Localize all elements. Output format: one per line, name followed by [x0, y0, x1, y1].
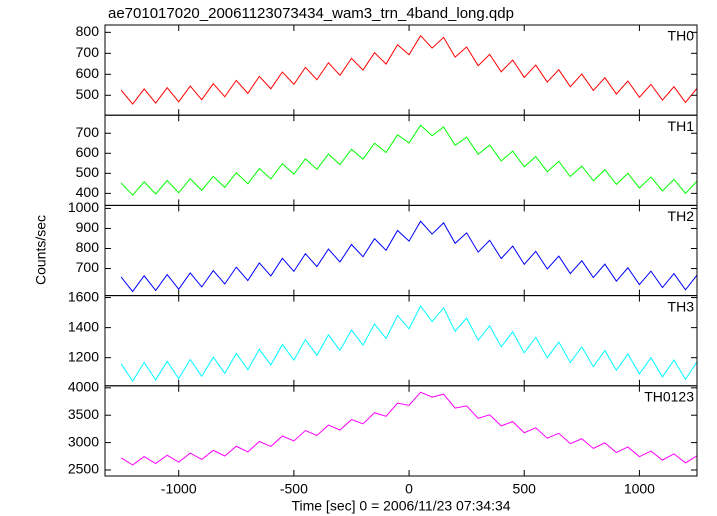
x-axis-label: Time [sec] 0 = 2006/11/23 07:34:34 — [291, 498, 510, 514]
x-tick-label: 0 — [405, 481, 413, 497]
y-tick-label: 1400 — [68, 318, 99, 334]
panel-label: TH1 — [668, 118, 695, 134]
x-tick-label: 500 — [513, 481, 537, 497]
y-tick-label: 500 — [76, 86, 100, 102]
data-line — [120, 305, 697, 383]
x-tick-label: 1000 — [624, 481, 655, 497]
y-tick-label: 2500 — [68, 461, 99, 477]
data-line — [120, 34, 697, 105]
panel-frame — [104, 114, 698, 206]
x-tick-label: -1000 — [161, 481, 197, 497]
y-tick-label: 400 — [76, 184, 100, 200]
y-tick-label: 1000 — [68, 199, 99, 215]
y-tick-label: 500 — [76, 164, 100, 180]
panel-frame — [104, 385, 698, 477]
y-tick-label: 3000 — [68, 433, 99, 449]
data-line — [120, 220, 697, 293]
y-tick-label: 900 — [76, 219, 100, 235]
y-tick-label: 800 — [76, 23, 100, 39]
y-axis-label: Counts/sec — [33, 215, 49, 285]
panel-frame — [104, 295, 698, 387]
panel-frame — [104, 204, 698, 297]
y-tick-label: 3500 — [68, 406, 99, 422]
y-tick-label: 600 — [76, 65, 100, 81]
x-tick-label: -500 — [280, 481, 308, 497]
y-tick-label: 800 — [76, 239, 100, 255]
y-tick-label: 700 — [76, 259, 100, 275]
panel-label: TH0123 — [644, 389, 694, 405]
panel-label: TH3 — [668, 298, 695, 314]
y-tick-label: 4000 — [68, 379, 99, 395]
data-line — [120, 391, 697, 466]
chart-title: ae701017020_20061123073434_wam3_trn_4ban… — [108, 5, 514, 22]
y-tick-label: 700 — [76, 44, 100, 60]
panel-label: TH0 — [668, 28, 695, 44]
y-tick-label: 1600 — [68, 288, 99, 304]
panel-frame — [104, 24, 698, 116]
panel-label: TH2 — [668, 208, 695, 224]
y-tick-label: 700 — [76, 124, 100, 140]
y-tick-label: 1200 — [68, 348, 99, 364]
data-line — [120, 124, 697, 196]
y-tick-label: 600 — [76, 144, 100, 160]
